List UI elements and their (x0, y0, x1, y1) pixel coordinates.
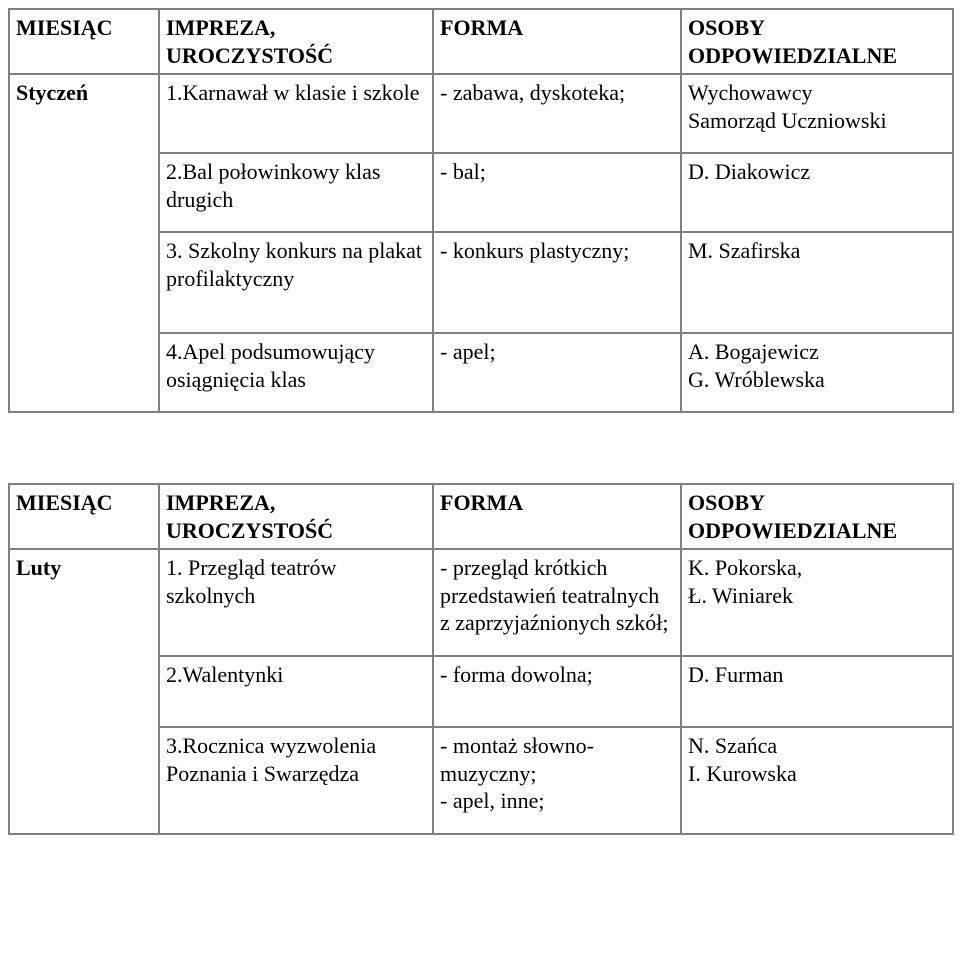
schedule-table-1: MIESIĄC IMPREZA, UROCZYSTOŚĆ FORMA OSOBY… (8, 8, 954, 413)
resp-cell: K. Pokorska, Ł. Winiarek (688, 554, 946, 609)
header-event: IMPREZA, UROCZYSTOŚĆ (166, 489, 426, 544)
form-cell: - apel; (440, 338, 674, 366)
event-cell: 1.Karnawał w klasie i szkole (166, 79, 426, 107)
header-month: MIESIĄC (16, 14, 152, 42)
event-cell: 3. Szkolny konkurs na plakat profilaktyc… (166, 237, 426, 292)
form-cell: - zabawa, dyskoteka; (440, 79, 674, 107)
header-resp: OSOBY ODPOWIEDZIALNE (688, 489, 946, 544)
table-row: Styczeń 1.Karnawał w klasie i szkole - z… (9, 74, 953, 153)
form-cell: - forma dowolna; (440, 661, 674, 689)
resp-cell: Wychowawcy Samorząd Uczniowski (688, 79, 946, 134)
table-header-row: MIESIĄC IMPREZA, UROCZYSTOŚĆ FORMA OSOBY… (9, 9, 953, 74)
month-cell-empty (9, 727, 159, 834)
event-cell: 3.Rocznica wyzwolenia Poznania i Swarzęd… (166, 732, 426, 787)
resp-cell: A. Bogajewicz G. Wróblewska (688, 338, 946, 393)
form-cell: - konkurs plastyczny; (440, 237, 674, 265)
table-row: 4.Apel podsumowujący osiągnięcia klas - … (9, 333, 953, 412)
table-header-row: MIESIĄC IMPREZA, UROCZYSTOŚĆ FORMA OSOBY… (9, 484, 953, 549)
col-month: MIESIĄC (9, 9, 159, 74)
header-event: IMPREZA, UROCZYSTOŚĆ (166, 14, 426, 69)
table-row: 3.Rocznica wyzwolenia Poznania i Swarzęd… (9, 727, 953, 834)
month-label: Styczeń (16, 79, 152, 107)
col-event: IMPREZA, UROCZYSTOŚĆ (159, 9, 433, 74)
event-cell: 2.Bal połowinkowy klas drugich (166, 158, 426, 213)
col-form: FORMA (433, 9, 681, 74)
header-resp: OSOBY ODPOWIEDZIALNE (688, 14, 946, 69)
resp-cell: N. Szańca I. Kurowska (688, 732, 946, 787)
month-label: Luty (16, 554, 152, 582)
resp-cell: M. Szafirska (688, 237, 946, 265)
event-cell: 2.Walentynki (166, 661, 426, 689)
form-cell: - bal; (440, 158, 674, 186)
form-cell: - przegląd krótkich przedstawień teatral… (440, 554, 674, 637)
month-cell-empty (9, 333, 159, 412)
schedule-table-2: MIESIĄC IMPREZA, UROCZYSTOŚĆ FORMA OSOBY… (8, 483, 954, 835)
header-form: FORMA (440, 489, 674, 517)
header-form: FORMA (440, 14, 674, 42)
event-cell: 4.Apel podsumowujący osiągnięcia klas (166, 338, 426, 393)
table-gap (8, 413, 952, 483)
form-cell: - montaż słowno-muzyczny; - apel, inne; (440, 732, 674, 815)
event-cell: 1. Przegląd teatrów szkolnych (166, 554, 426, 609)
month-cell: Luty (9, 549, 159, 727)
resp-cell: D. Furman (688, 661, 946, 689)
table-row: Luty 1. Przegląd teatrów szkolnych - prz… (9, 549, 953, 656)
month-cell: Styczeń (9, 74, 159, 333)
header-month: MIESIĄC (16, 489, 152, 517)
col-resp: OSOBY ODPOWIEDZIALNE (681, 9, 953, 74)
resp-cell: D. Diakowicz (688, 158, 946, 186)
